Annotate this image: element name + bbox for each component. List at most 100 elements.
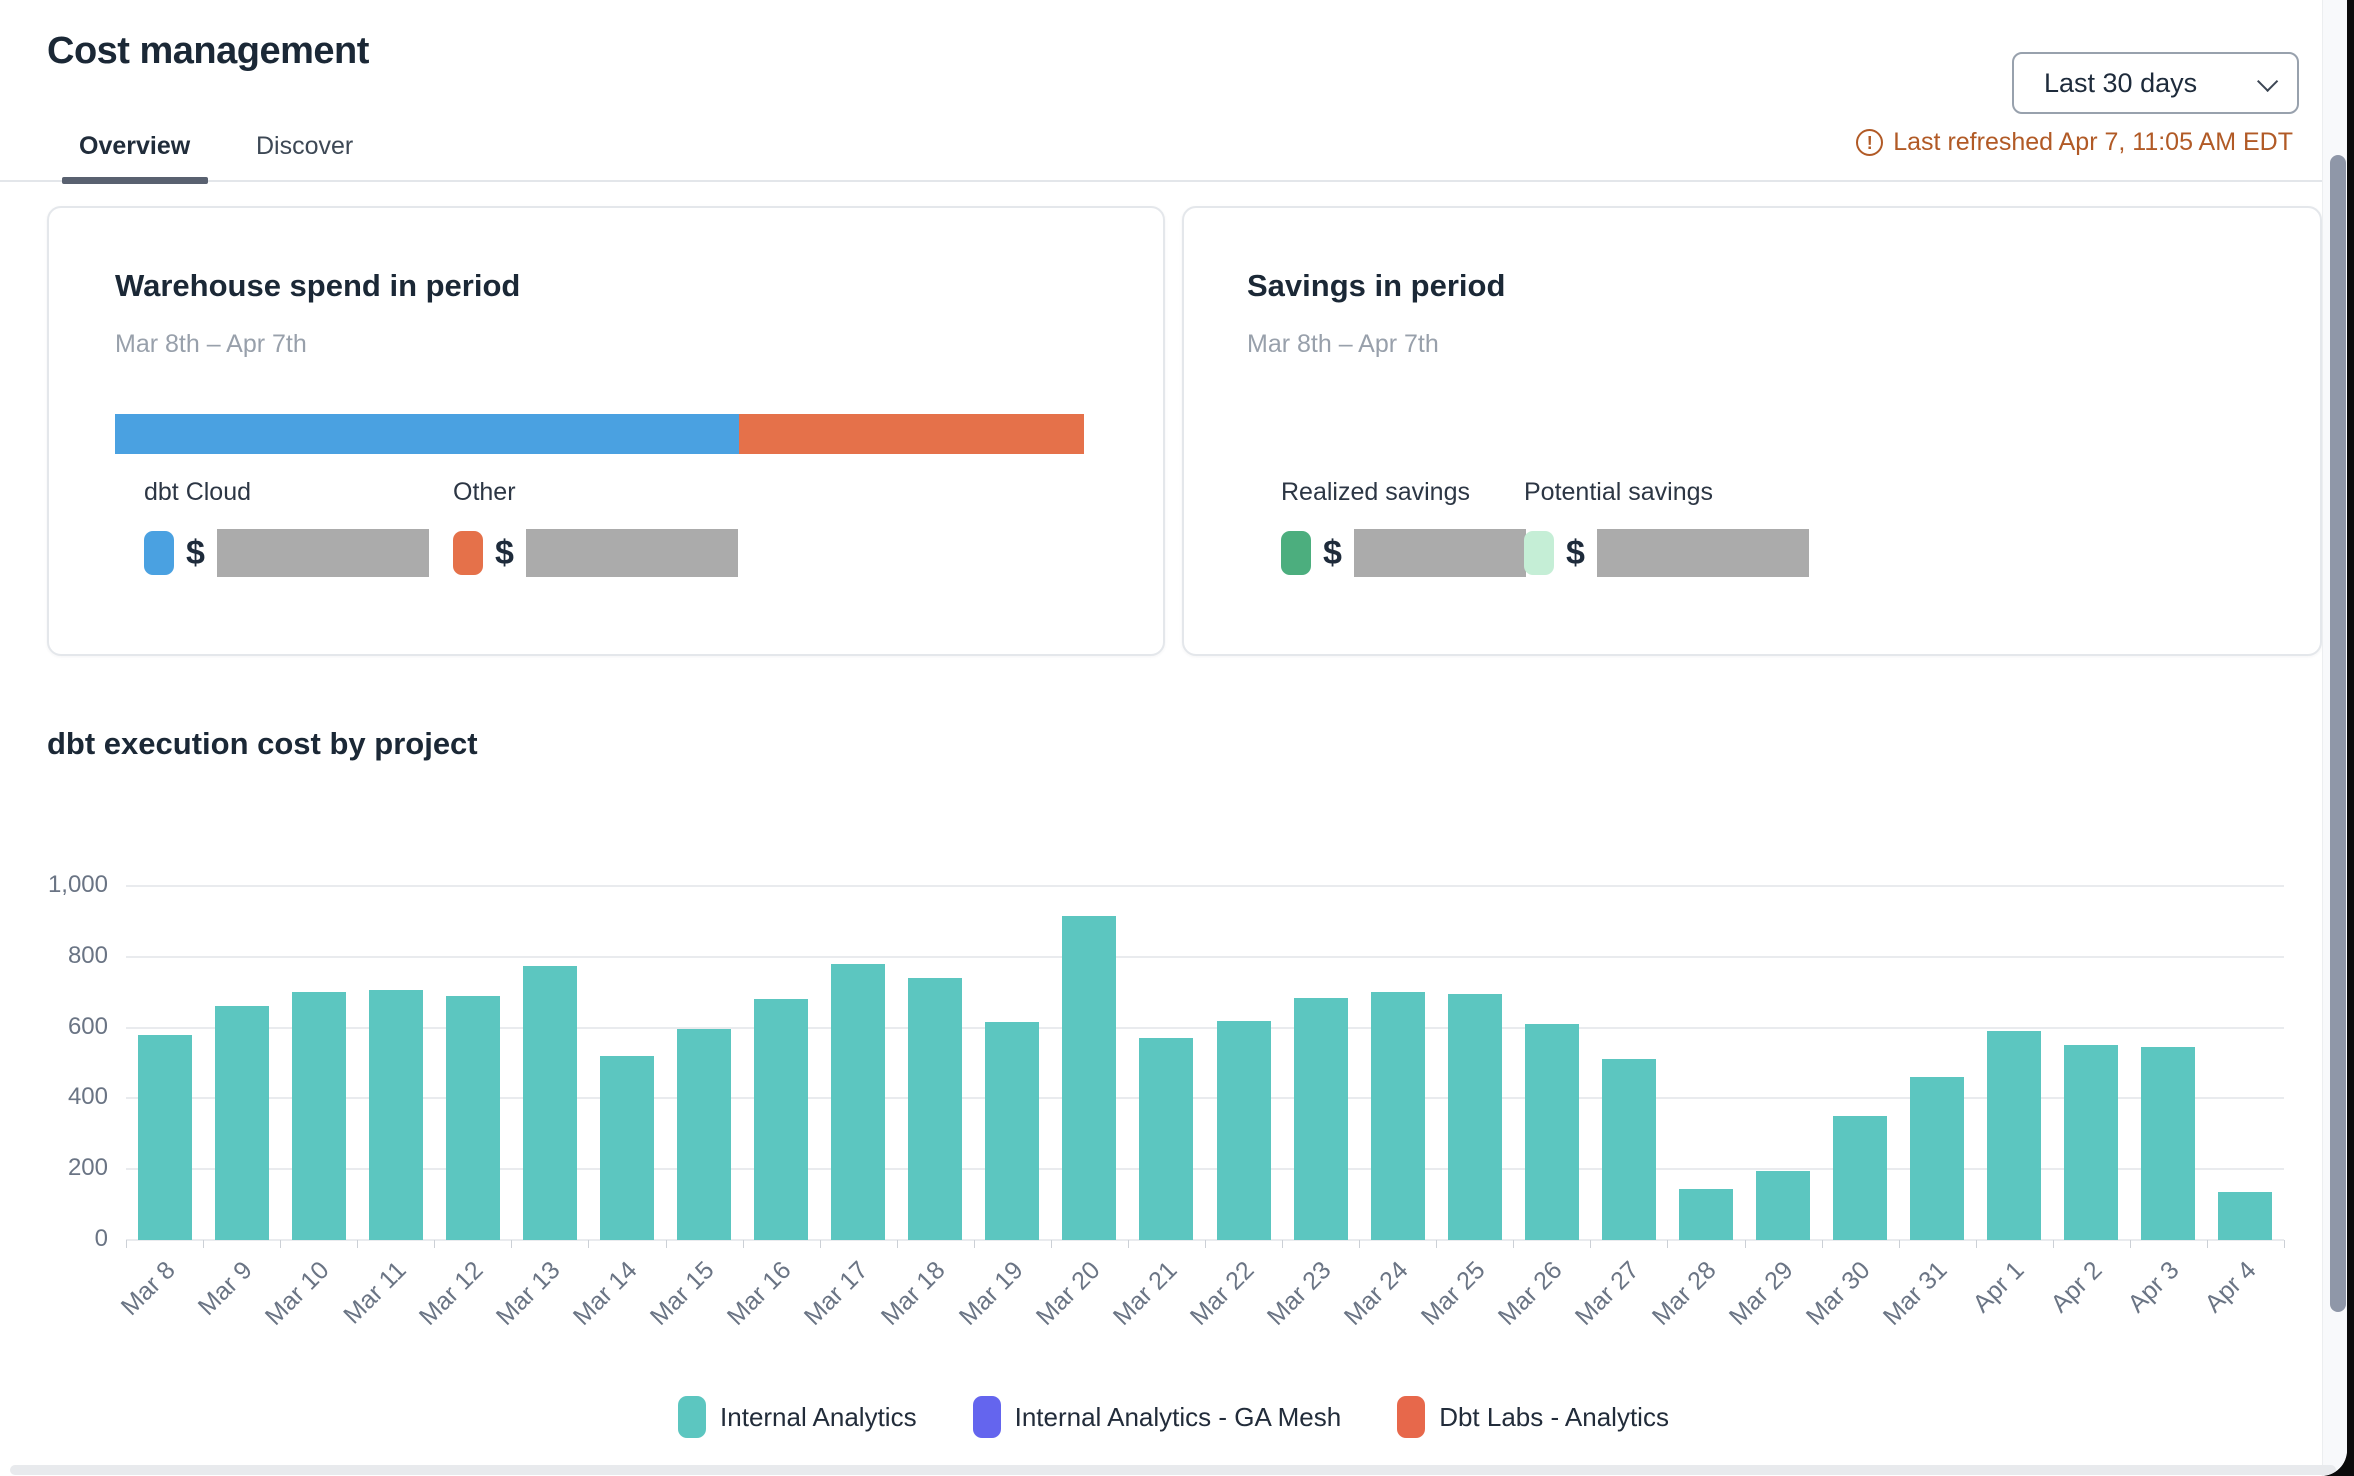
redacted-value [1596, 529, 1809, 577]
x-axis-tick [1050, 1240, 1052, 1248]
bar-mar-24[interactable] [1370, 992, 1425, 1240]
tab-discover[interactable]: Discover [256, 132, 354, 160]
bar-apr-2[interactable] [2064, 1045, 2119, 1240]
bar-mar-17[interactable] [831, 963, 886, 1240]
y-axis-tick-label: 1,000 [47, 871, 108, 898]
horizontal-scrollbar-track[interactable] [10, 1465, 2336, 1475]
bar-apr-4[interactable] [2218, 1192, 2273, 1240]
x-axis-tick [1127, 1240, 1129, 1248]
gridline-1000 [126, 885, 2284, 887]
bar-mar-31[interactable] [1910, 1077, 1965, 1240]
active-tab-underline [62, 177, 208, 184]
x-axis-tick [126, 1240, 127, 1248]
legend-label: dbt Cloud [144, 478, 252, 506]
bar-mar-22[interactable] [1216, 1020, 1271, 1240]
legend-item-internal-analytics[interactable]: Internal Analytics [678, 1396, 917, 1438]
x-axis-tick [1744, 1240, 1746, 1248]
bar-mar-12[interactable] [445, 995, 500, 1240]
bar-mar-29[interactable] [1756, 1170, 1811, 1240]
x-axis-label: Apr 3 [2122, 1256, 2185, 1319]
card-date-range: Mar 8th – Apr 7th [1247, 330, 1439, 358]
x-axis-label: Mar 24 [1338, 1256, 1414, 1331]
x-axis-label: Apr 4 [2199, 1256, 2262, 1319]
bar-mar-19[interactable] [985, 1022, 1040, 1240]
x-axis-label: Mar 16 [722, 1256, 797, 1331]
x-axis-tick [1205, 1240, 1206, 1248]
bar-mar-20[interactable] [1062, 916, 1117, 1240]
bar-mar-16[interactable] [754, 999, 809, 1240]
y-axis-tick-label: 800 [67, 941, 108, 969]
warning-circle-icon: ! [1856, 129, 1884, 156]
other-swatch [453, 531, 483, 575]
x-axis-label: Apr 2 [2045, 1256, 2108, 1319]
x-axis-label: Mar 23 [1261, 1256, 1337, 1331]
x-axis-tick [203, 1240, 205, 1248]
x-axis-label: Mar 8 [115, 1256, 181, 1321]
x-axis-label: Mar 28 [1646, 1256, 1722, 1331]
bar-apr-1[interactable] [1987, 1031, 2042, 1240]
tab-bar: Overview Discover [0, 126, 2347, 184]
currency-symbol: $ [1566, 533, 1585, 572]
bar-mar-18[interactable] [908, 978, 963, 1240]
legend-swatch [1397, 1396, 1426, 1438]
redacted-value [1353, 529, 1526, 577]
last-refreshed-status: ! Last refreshed Apr 7, 11:05 AM EDT [1856, 128, 2293, 157]
potential-savings-swatch [1524, 531, 1554, 575]
x-axis-tick [2206, 1240, 2208, 1248]
bar-mar-30[interactable] [1833, 1116, 1888, 1240]
card-title: Savings in period [1247, 268, 1506, 303]
y-axis-tick-label: 0 [94, 1225, 108, 1252]
bar-mar-8[interactable] [137, 1034, 192, 1240]
x-axis-tick [1821, 1240, 1823, 1248]
bar-mar-25[interactable] [1447, 993, 1502, 1240]
realized-savings-swatch [1281, 531, 1311, 575]
tab-overview[interactable]: Overview [79, 132, 191, 160]
bar-mar-9[interactable] [214, 1006, 269, 1240]
legend-text: Dbt Labs - Analytics [1439, 1401, 1669, 1432]
bar-mar-14[interactable] [599, 1055, 654, 1240]
legend-text: Internal Analytics - GA Mesh [1014, 1401, 1342, 1432]
bar-mar-23[interactable] [1293, 997, 1348, 1240]
x-axis-tick [357, 1240, 359, 1248]
x-axis-label: Mar 12 [413, 1256, 489, 1331]
chevron-down-icon [2257, 70, 2279, 92]
x-axis-label: Mar 26 [1492, 1256, 1568, 1331]
x-axis-tick [1667, 1240, 1669, 1248]
bar-mar-27[interactable] [1601, 1059, 1656, 1240]
legend-swatch [678, 1396, 707, 1438]
y-axis-tick-label: 600 [67, 1012, 108, 1040]
bar-apr-3[interactable] [2141, 1047, 2196, 1240]
legend-label: Potential savings [1524, 478, 1714, 506]
y-axis-tick-label: 400 [67, 1083, 108, 1111]
bar-mar-26[interactable] [1524, 1024, 1579, 1240]
y-axis-tick-label: 200 [67, 1154, 108, 1182]
bar-mar-13[interactable] [522, 965, 577, 1240]
bar-mar-11[interactable] [368, 990, 423, 1240]
bar-mar-15[interactable] [677, 1029, 732, 1240]
legend-item-internal-analytics-ga-mesh[interactable]: Internal Analytics - GA Mesh [972, 1396, 1342, 1438]
date-range-value: Last 30 days [2044, 67, 2198, 98]
legend-item-dbt-labs-analytics[interactable]: Dbt Labs - Analytics [1397, 1396, 1669, 1438]
legend-group-potential: Potential savings $ [1524, 478, 1809, 577]
spend-segment-dbt-cloud [115, 414, 740, 454]
x-axis-label: Mar 14 [567, 1256, 643, 1331]
x-axis-tick [973, 1240, 975, 1248]
savings-card: Savings in period Mar 8th – Apr 7th Real… [1182, 206, 2322, 656]
bar-mar-28[interactable] [1678, 1188, 1733, 1240]
x-axis-label: Mar 15 [645, 1256, 720, 1331]
vertical-scrollbar-thumb[interactable] [2330, 155, 2346, 1312]
x-axis-label: Mar 9 [192, 1256, 258, 1321]
x-axis-label: Mar 27 [1569, 1256, 1645, 1331]
x-axis-label: Mar 25 [1415, 1256, 1491, 1331]
x-axis-tick [588, 1240, 590, 1248]
date-range-dropdown[interactable]: Last 30 days [2012, 52, 2299, 114]
x-axis-label: Mar 19 [953, 1256, 1029, 1331]
bar-mar-21[interactable] [1139, 1038, 1194, 1240]
legend-text: Internal Analytics [720, 1401, 917, 1432]
card-date-range: Mar 8th – Apr 7th [115, 330, 307, 358]
x-axis-tick [2129, 1240, 2131, 1248]
x-axis-tick [434, 1240, 436, 1248]
bar-mar-10[interactable] [291, 992, 346, 1240]
